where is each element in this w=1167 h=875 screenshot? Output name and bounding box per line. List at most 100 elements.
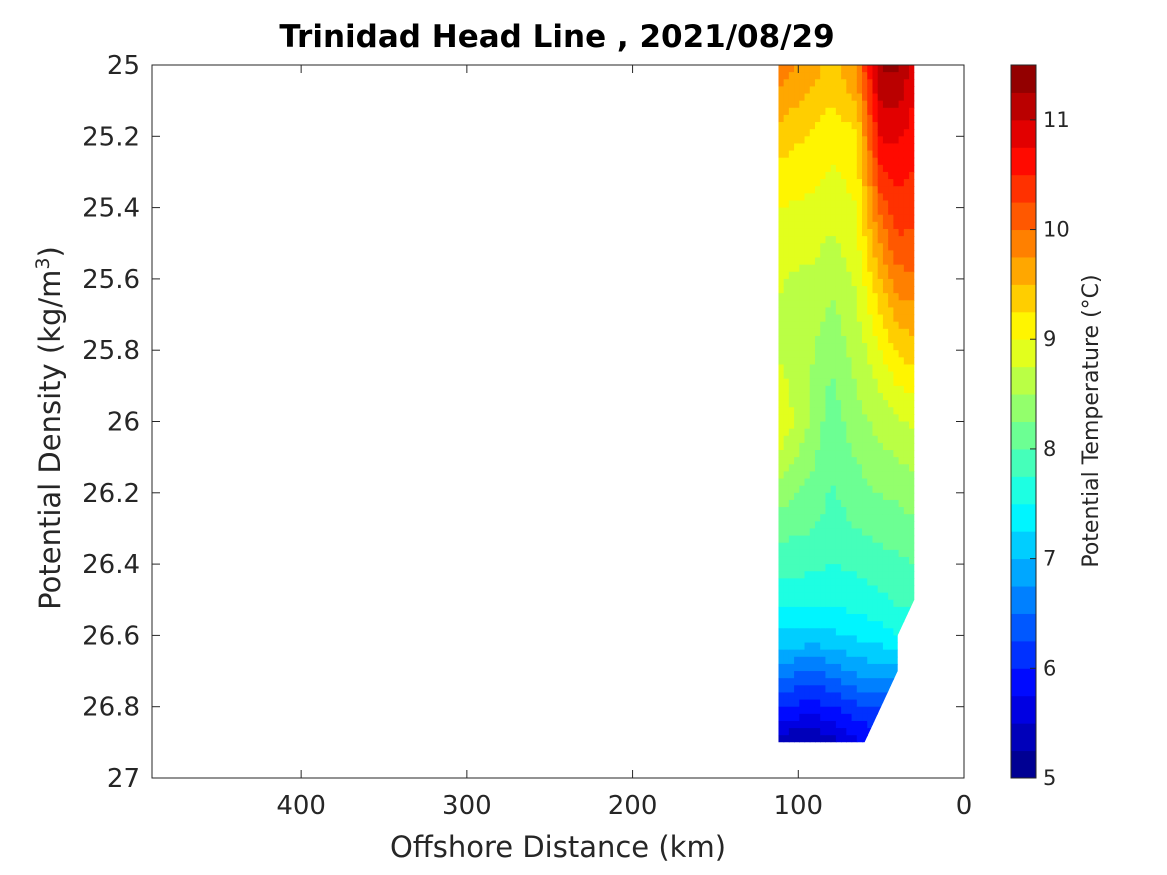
contour-cell xyxy=(846,171,853,180)
contour-cell xyxy=(872,649,879,658)
contour-cell xyxy=(814,264,821,273)
contour-cell xyxy=(898,257,905,266)
contour-cell xyxy=(804,122,811,130)
contour-cell xyxy=(872,671,879,679)
contour-cell xyxy=(804,614,811,622)
contour-cell xyxy=(909,442,915,451)
contour-cell xyxy=(888,179,894,187)
contour-cell xyxy=(867,328,874,337)
contour-cell xyxy=(783,442,790,451)
contour-cell xyxy=(867,720,874,729)
contour-cell xyxy=(804,457,811,465)
contour-cell xyxy=(794,485,800,494)
contour-cell xyxy=(799,378,806,387)
contour-cell xyxy=(867,228,874,237)
contour-cell xyxy=(825,79,832,87)
contour-cell xyxy=(830,65,837,73)
contour-cell xyxy=(804,542,811,551)
contour-cell xyxy=(794,307,800,316)
contour-cell xyxy=(909,471,915,480)
contour-cell xyxy=(788,492,795,501)
contour-cell xyxy=(893,421,900,430)
contour-cell xyxy=(804,635,811,644)
contour-cell xyxy=(825,343,832,351)
contour-cell xyxy=(783,478,790,487)
contour-cell xyxy=(877,642,884,651)
contour-cell xyxy=(794,564,800,572)
contour-cell xyxy=(898,421,905,430)
contour-cell xyxy=(846,464,853,473)
contour-cell xyxy=(820,535,827,544)
contour-cell xyxy=(830,257,837,266)
contour-cell xyxy=(799,328,806,337)
contour-cell xyxy=(814,507,821,515)
contour-cell xyxy=(820,357,827,366)
contour-cell xyxy=(851,250,858,259)
contour-cell xyxy=(867,421,874,430)
contour-cell xyxy=(820,100,827,109)
contour-cell xyxy=(788,606,795,615)
contour-cell xyxy=(909,243,915,251)
contour-cell xyxy=(804,685,811,694)
contour-cell xyxy=(783,564,790,572)
contour-cell xyxy=(909,179,915,187)
contour-cell xyxy=(841,250,847,259)
contour-cell xyxy=(809,286,816,294)
contour-cell xyxy=(909,414,915,423)
contour-cell xyxy=(814,442,821,451)
contour-cell xyxy=(851,692,858,701)
contour-cell xyxy=(851,79,858,87)
contour-cell xyxy=(856,65,863,73)
contour-cell xyxy=(888,122,894,130)
contour-cell xyxy=(909,492,915,501)
contour-cell xyxy=(851,335,858,344)
contour-cell xyxy=(909,385,915,394)
contour-cell xyxy=(872,250,879,259)
contour-cell xyxy=(794,100,800,109)
contour-cell xyxy=(909,65,915,73)
contour-cell xyxy=(856,507,863,515)
contour-cell xyxy=(862,521,868,530)
contour-cell xyxy=(909,228,915,237)
contour-cell xyxy=(841,535,847,544)
contour-cell xyxy=(893,214,900,223)
contour-cell xyxy=(825,86,832,95)
contour-cell xyxy=(856,720,863,729)
contour-cell xyxy=(820,250,827,259)
contour-cell xyxy=(835,328,842,337)
contour-cell xyxy=(830,492,837,501)
contour-cell xyxy=(830,571,837,579)
contour-cell xyxy=(888,307,894,316)
contour-cell xyxy=(830,378,837,387)
contour-cell xyxy=(888,528,894,537)
contour-cell xyxy=(898,535,905,544)
contour-cell xyxy=(903,350,910,358)
contour-cell xyxy=(820,621,827,629)
contour-cell xyxy=(783,464,790,473)
contour-cell xyxy=(909,435,915,444)
contour-cell xyxy=(835,635,842,644)
contour-cell xyxy=(814,357,821,366)
contour-cell xyxy=(867,186,874,194)
contour-cell xyxy=(856,243,863,251)
contour-cell xyxy=(804,264,811,273)
contour-cell xyxy=(888,86,894,95)
contour-cell xyxy=(909,464,915,473)
contour-cell xyxy=(862,65,868,73)
contour-cell xyxy=(867,478,874,487)
contour-cell xyxy=(788,621,795,629)
contour-cell xyxy=(799,207,806,216)
contour-cell xyxy=(778,157,785,166)
contour-cell xyxy=(898,122,905,130)
contour-cell xyxy=(898,200,905,209)
contour-cell xyxy=(846,428,853,437)
contour-cell xyxy=(851,243,858,251)
contour-cell xyxy=(893,250,900,259)
contour-cell xyxy=(872,407,879,415)
contour-cell xyxy=(846,107,853,116)
contour-cell xyxy=(888,243,894,251)
contour-cell xyxy=(820,478,827,487)
contour-cell xyxy=(903,257,910,266)
contour-cell xyxy=(814,478,821,487)
contour-cell xyxy=(877,136,884,145)
